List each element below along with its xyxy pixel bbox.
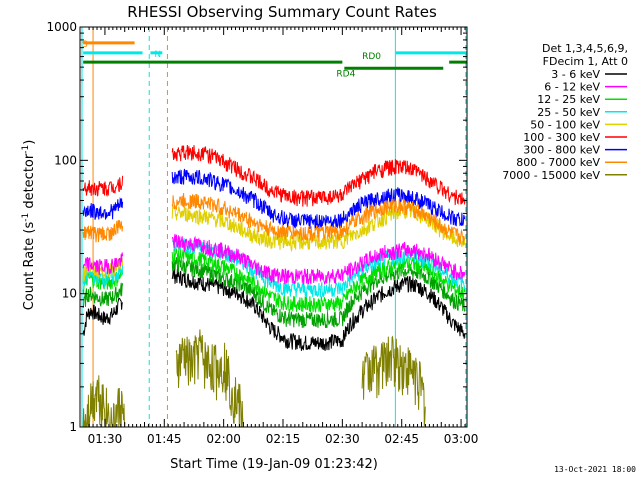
series-5-seg2 xyxy=(171,233,466,286)
y-axis-title-part: Count Rate (s xyxy=(22,222,37,311)
timestamp: 13-Oct-2021 18:00 xyxy=(554,465,636,474)
series-8-seg3 xyxy=(361,335,426,427)
legend-label-0: 3 - 6 keV xyxy=(551,68,600,81)
legend-label-5: 100 - 300 keV xyxy=(523,131,600,144)
axis-ticks: 01:30 01:45 02:00 02:15 02:30 02:45 03:00 1 10 10… xyxy=(46,20,478,446)
annotation-RD0: RD0 xyxy=(362,52,381,62)
annotation-S: S xyxy=(82,40,88,50)
series-7-seg2 xyxy=(171,192,466,245)
series-8-seg2 xyxy=(175,329,244,428)
annotation-RD4: RD4 xyxy=(336,69,355,79)
x-tick-label-5: 02:45 xyxy=(384,432,419,446)
series-9-seg1 xyxy=(82,175,124,198)
y-axis-title: Count Rate (s-1 detector-1) xyxy=(21,140,37,311)
x-tick-label-3: 02:15 xyxy=(266,432,301,446)
legend-header-1: Det 1,3,4,5,6,9, xyxy=(542,42,628,55)
x-tick-label-1: 01:45 xyxy=(147,432,182,446)
legend: Det 1,3,4,5,6,9, FDecim 1, Att 0 3 - 6 k… xyxy=(502,42,628,182)
x-tick-label-6: 03:00 xyxy=(444,432,479,446)
series-0-seg1 xyxy=(82,297,124,336)
y-axis-title-sup2: -1 xyxy=(21,145,31,154)
x-tick-label-0: 01:30 xyxy=(88,432,123,446)
plot-area: S N RD0 RD4 xyxy=(81,27,467,428)
legend-label-6: 300 - 800 keV xyxy=(523,144,600,157)
series-6-seg2 xyxy=(171,168,466,230)
series-1-seg1 xyxy=(82,282,124,309)
legend-header-2: FDecim 1, Att 0 xyxy=(543,55,628,68)
annotation-N: N xyxy=(154,50,161,60)
series-7-seg1 xyxy=(82,220,124,243)
x-tick-label-2: 02:00 xyxy=(206,432,241,446)
x-axis-title: Start Time (19-Jan-09 01:23:42) xyxy=(170,457,378,472)
series-8-seg1 xyxy=(82,375,125,428)
y-axis-title-end: ) xyxy=(22,140,37,145)
x-tick-label-4: 02:30 xyxy=(325,432,360,446)
series-3-seg1 xyxy=(82,263,124,288)
chart-title: RHESSI Observing Summary Count Rates xyxy=(127,3,437,21)
series-1-seg2 xyxy=(171,256,466,329)
legend-label-1: 6 - 12 keV xyxy=(544,81,600,94)
y-axis-title-mid: detector xyxy=(22,153,37,213)
y-tick-label-1: 10 xyxy=(62,287,77,301)
series-5-seg1 xyxy=(82,252,124,275)
series-2-seg2 xyxy=(171,247,466,314)
legend-label-4: 50 - 100 keV xyxy=(530,118,600,131)
legend-label-7: 800 - 7000 keV xyxy=(516,156,600,169)
plot-frame xyxy=(79,26,468,428)
series-9-seg2 xyxy=(171,144,466,207)
legend-label-3: 25 - 50 keV xyxy=(537,106,600,119)
y-tick-label-2: 100 xyxy=(54,153,77,167)
y-axis-title-sup: -1 xyxy=(21,213,31,222)
legend-label-2: 12 - 25 keV xyxy=(537,93,600,106)
series-6-seg1 xyxy=(82,196,124,220)
y-tick-label-3: 1000 xyxy=(46,20,77,34)
legend-label-8: 7000 - 15000 keV xyxy=(502,169,600,182)
y-tick-label-0: 1 xyxy=(69,420,77,434)
